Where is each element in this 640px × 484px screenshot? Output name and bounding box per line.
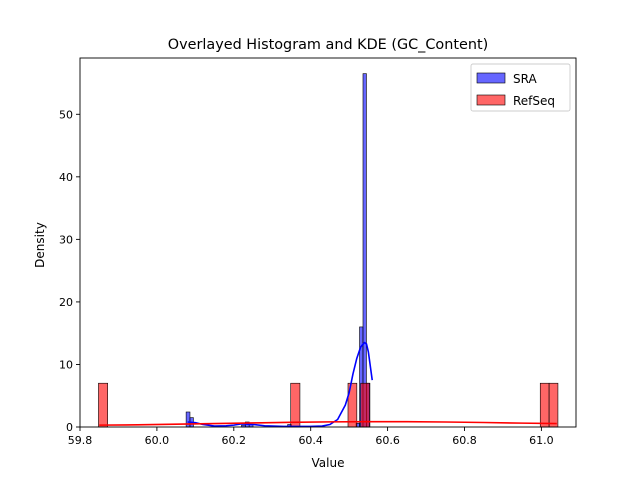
y-tick-label: 50: [59, 108, 73, 121]
refseq-histogram-bar: [539, 382, 550, 428]
x-tick-label: 60.6: [375, 434, 400, 447]
legend-label-refseq: RefSeq: [513, 94, 555, 108]
refseq-histogram-bar: [360, 382, 370, 428]
x-tick-label: 60.4: [298, 434, 323, 447]
y-axis-label: Density: [33, 222, 47, 268]
sra-kde-line: [187, 341, 374, 428]
legend-label-sra: SRA: [513, 72, 537, 86]
x-tick-label: 60.0: [145, 434, 170, 447]
sra-histogram-bar: [362, 73, 367, 428]
legend-swatch-refseq: [476, 94, 506, 106]
legend-swatch-sra: [476, 72, 506, 84]
x-tick-label: 60.2: [222, 434, 247, 447]
x-tick-label: 60.8: [452, 434, 477, 447]
refseq-histogram-bar: [548, 382, 559, 428]
x-tick-label: 59.8: [68, 434, 93, 447]
chart-title: Overlayed Histogram and KDE (GC_Content): [168, 37, 488, 53]
refseq-histogram-bar: [98, 382, 108, 428]
x-tick-label: 61.0: [529, 434, 554, 447]
x-axis-label: Value: [312, 456, 345, 470]
y-tick-label: 0: [66, 421, 73, 434]
refseq-histogram-bar: [290, 382, 301, 428]
y-tick-label: 20: [59, 296, 73, 309]
y-tick-label: 40: [59, 171, 73, 184]
y-tick-label: 30: [59, 233, 73, 246]
y-tick-label: 10: [59, 358, 73, 371]
refseq-kde-line: [99, 420, 557, 426]
plot-frame: [79, 57, 577, 428]
